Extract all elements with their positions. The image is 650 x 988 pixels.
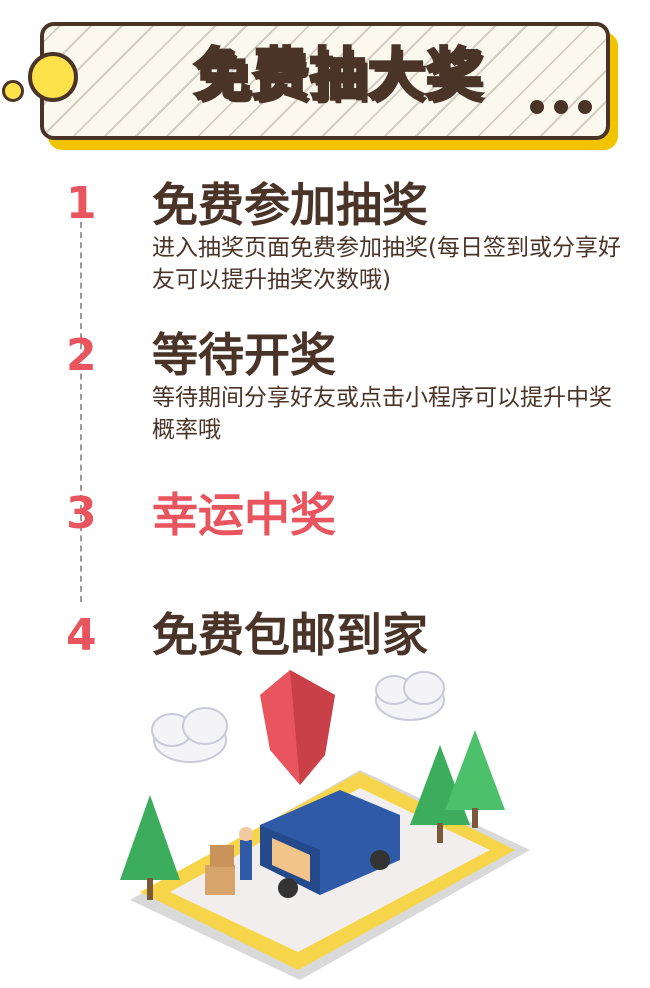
cloud-icon [375, 671, 445, 721]
delivery-illustration [120, 670, 530, 980]
decor-ellipsis [530, 100, 592, 114]
step-1-title: 免费参加抽奖 [152, 178, 428, 232]
decor-dot-small [2, 80, 24, 102]
title-banner: 免费抽大奖 [40, 22, 610, 140]
banner-title: 免费抽大奖 [193, 43, 484, 108]
step-1-desc: 进入抽奖页面免费参加抽奖(每日签到或分享好友可以提升抽奖次数哦) [152, 235, 621, 293]
step-3-title: 幸运中奖 [152, 488, 336, 542]
step-3-number: 3 [66, 488, 97, 539]
step-2-title: 等待开奖 [152, 328, 336, 382]
step-2-desc: 等待期间分享好友或点击小程序可以提升中奖概率哦 [152, 385, 612, 443]
courier-icon [205, 827, 253, 895]
cloud-icon [151, 707, 228, 763]
step-1-number: 1 [66, 178, 97, 229]
step-4-title: 免费包邮到家 [152, 608, 428, 662]
tree-icon [120, 795, 180, 900]
delivery-van-icon [260, 790, 400, 898]
step-timeline-line [80, 222, 82, 602]
step-4-number: 4 [66, 610, 97, 661]
step-2-number: 2 [66, 330, 97, 381]
tree-icon [445, 730, 505, 828]
decor-dot-big [28, 52, 78, 102]
location-pin-icon [260, 670, 335, 785]
